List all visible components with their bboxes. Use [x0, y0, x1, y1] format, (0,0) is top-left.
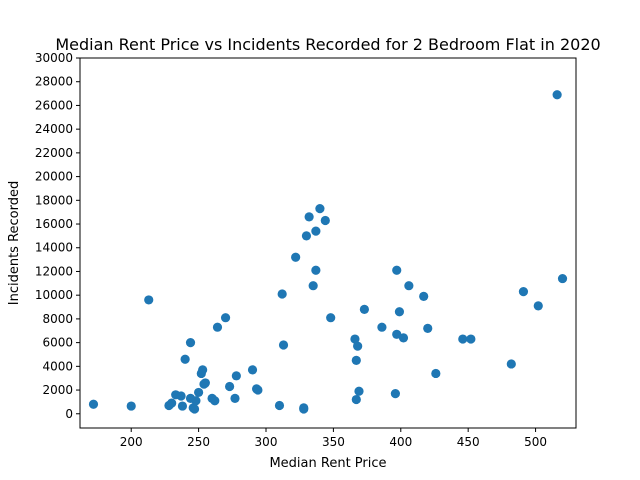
y-tick-label: 4000 [42, 359, 73, 373]
data-point [392, 329, 402, 339]
y-tick-label: 14000 [35, 241, 73, 255]
y-tick-label: 24000 [35, 122, 73, 136]
data-point [274, 400, 285, 411]
y-axis-label: Incidents Recorded [7, 181, 22, 306]
plot-area [79, 57, 577, 429]
x-tick-label: 450 [457, 435, 480, 449]
data-point [458, 334, 468, 344]
y-tick-label: 20000 [35, 170, 73, 184]
data-point [506, 359, 516, 369]
y-tick-label: 2000 [42, 383, 73, 397]
data-point [351, 355, 361, 366]
data-point [552, 90, 562, 100]
data-point [353, 341, 363, 351]
data-point [180, 354, 190, 364]
data-point [230, 393, 240, 403]
data-point [291, 252, 301, 262]
data-point [350, 334, 360, 344]
x-axis: 200 250 300 350 400 450 500 [120, 428, 547, 449]
data-point [392, 265, 402, 275]
data-point [194, 387, 204, 398]
y-tick-label: 8000 [42, 312, 73, 326]
data-point [191, 396, 201, 406]
x-tick-label: 500 [524, 435, 547, 449]
data-point [390, 389, 400, 399]
data-point [404, 281, 414, 291]
data-point [88, 399, 99, 409]
data-point [167, 398, 177, 408]
data-point [423, 323, 433, 333]
data-point [231, 371, 241, 381]
y-tick-label: 0 [65, 407, 73, 421]
y-tick-label: 26000 [35, 98, 73, 112]
data-point [308, 281, 318, 291]
data-point [278, 340, 289, 350]
y-axis: 0 2000 4000 6000 8000 10000 12000 14000 16000 180… [35, 51, 80, 421]
data-point [176, 391, 186, 401]
data-point [247, 365, 258, 375]
data-point [126, 401, 136, 411]
data-point [253, 385, 263, 395]
data-point [144, 295, 154, 305]
y-tick-label: 18000 [35, 193, 73, 207]
x-tick-label: 400 [389, 435, 412, 449]
data-point [277, 289, 287, 299]
data-point [189, 404, 200, 414]
data-point [320, 215, 330, 226]
y-tick-label: 16000 [35, 217, 73, 231]
data-point [210, 396, 220, 406]
data-points [88, 90, 568, 414]
x-tick-label: 200 [120, 435, 143, 449]
x-axis-label: Median Rent Price [269, 456, 386, 471]
chart-title: Median Rent Price vs Incidents Recorded … [55, 35, 600, 54]
data-point [518, 287, 529, 297]
data-point [351, 394, 361, 405]
data-point [419, 291, 429, 301]
x-tick-label: 250 [187, 435, 210, 449]
y-tick-label: 22000 [35, 146, 73, 160]
y-tick-label: 12000 [35, 264, 73, 278]
data-point [311, 265, 321, 275]
data-point [394, 307, 405, 317]
data-point [220, 313, 231, 323]
data-point [185, 338, 196, 348]
data-point [301, 231, 312, 241]
data-point [311, 226, 321, 236]
data-point [315, 204, 325, 214]
data-point [212, 322, 223, 332]
data-point [299, 404, 309, 414]
data-point [359, 304, 369, 315]
x-tick-label: 350 [322, 435, 345, 449]
data-point [326, 313, 336, 323]
data-point [200, 378, 210, 388]
data-point [304, 212, 314, 222]
data-point [398, 333, 409, 343]
data-point [557, 273, 568, 284]
data-point [377, 322, 387, 332]
data-point [177, 401, 188, 411]
data-point [466, 334, 476, 344]
data-point [354, 386, 364, 396]
y-tick-label: 10000 [35, 288, 73, 302]
data-point [225, 381, 235, 392]
data-point [431, 368, 441, 379]
x-tick-label: 300 [255, 435, 278, 449]
y-tick-label: 30000 [35, 51, 73, 65]
y-tick-label: 28000 [35, 75, 73, 89]
data-point [198, 365, 208, 375]
y-tick-label: 6000 [42, 336, 73, 350]
data-point [533, 301, 543, 311]
